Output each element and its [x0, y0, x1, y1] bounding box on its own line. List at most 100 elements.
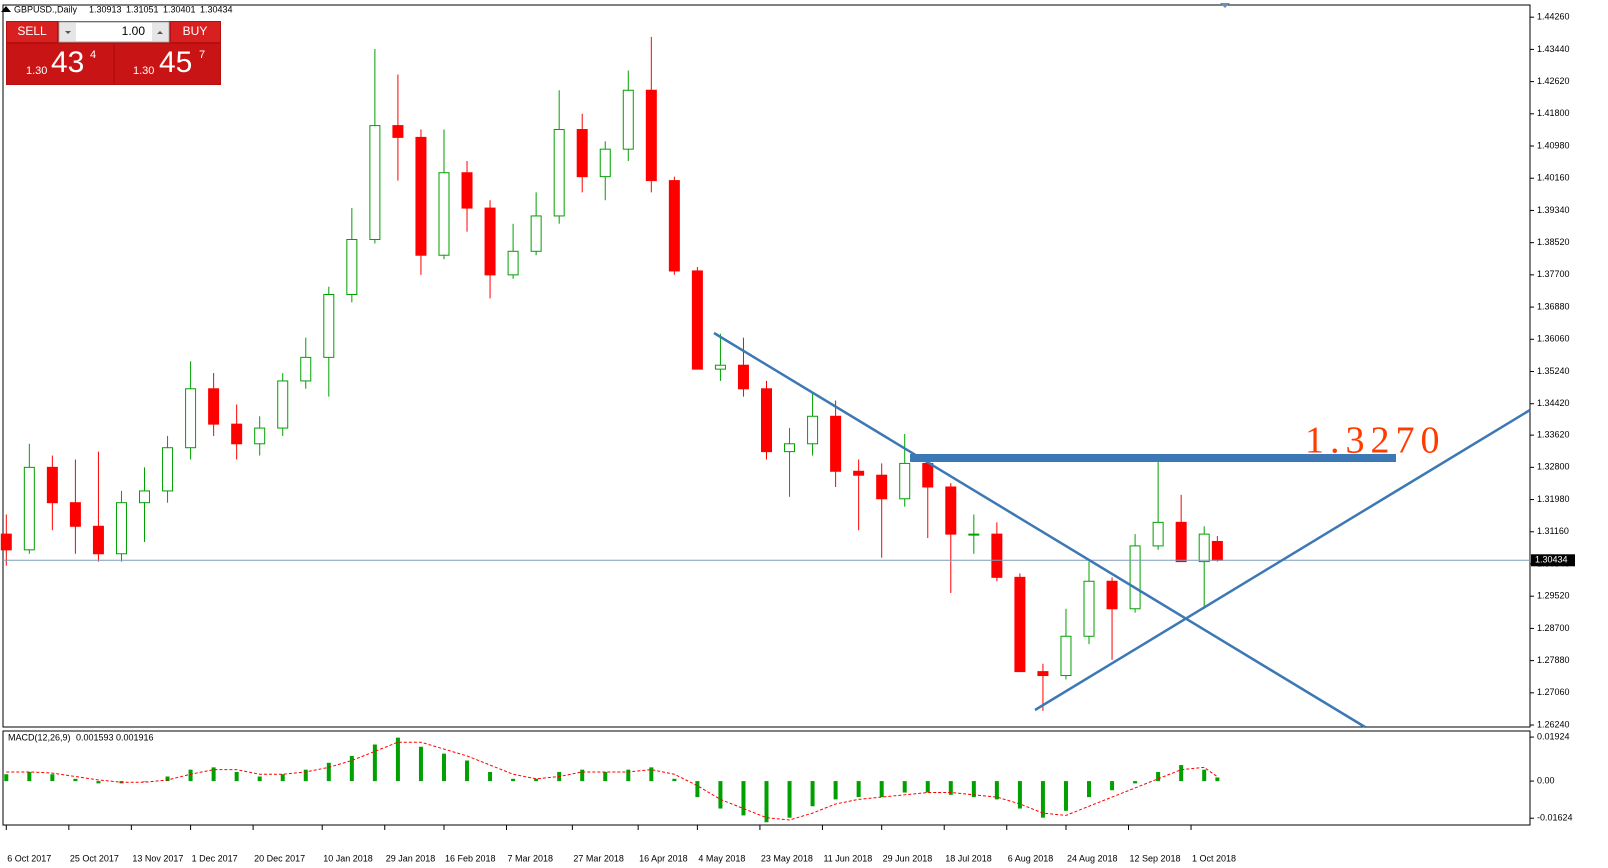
y-tick-label: 1.39340	[1537, 205, 1570, 215]
macd-bar	[418, 746, 423, 782]
sell-label[interactable]: SELL	[17, 24, 47, 38]
candle-body	[1060, 635, 1072, 677]
buy-label[interactable]: BUY	[183, 24, 208, 38]
lots-input[interactable]	[58, 21, 170, 43]
signal-line	[6, 741, 1218, 821]
y-tick-label: 1.35240	[1537, 366, 1570, 376]
candle-body	[1198, 533, 1210, 563]
macd-bar	[1087, 781, 1092, 798]
x-tick-label: 29 Jun 2018	[883, 853, 933, 863]
current-price-label: 1.30434	[1535, 555, 1568, 565]
macd-bar	[764, 781, 769, 823]
x-tick-label: 24 Aug 2018	[1067, 853, 1118, 863]
ask-small: 7	[199, 49, 205, 61]
marks: 1.44260 1.43440 1.42620 1.41800 1.40980 1.401…	[0, 12, 1575, 863]
candle-body	[1083, 580, 1095, 637]
macd-bar	[1133, 781, 1138, 784]
candle-body	[92, 525, 104, 555]
macd-bar	[27, 771, 32, 782]
candle-body	[185, 388, 197, 449]
bid-big: 43	[51, 46, 84, 79]
y-tick-label: 1.43440	[1537, 44, 1570, 54]
macd-bar	[257, 776, 262, 782]
candle-body	[761, 388, 772, 453]
x-tick-label: 25 Oct 2017	[70, 853, 119, 863]
x-tick-label: 6 Oct 2017	[7, 853, 51, 863]
x-tick-label: 23 May 2018	[761, 853, 813, 863]
macd-bar	[580, 769, 585, 782]
y-tick-label: 0.01924	[1537, 731, 1570, 741]
candle-body	[853, 470, 865, 476]
x-tick-label: 7 Mar 2018	[508, 853, 554, 863]
x-tick-label: 11 Jun 2018	[823, 853, 872, 863]
candle-body	[115, 502, 127, 555]
candle-body	[691, 270, 703, 370]
candle-body	[438, 172, 450, 256]
y-tick-label: 0.00	[1537, 775, 1555, 785]
macd-bar	[902, 781, 907, 793]
candle-body	[576, 129, 588, 178]
macd-bar	[488, 771, 493, 782]
lots-down-icon	[65, 31, 71, 34]
candle-body	[599, 148, 611, 178]
candle-body	[392, 125, 404, 138]
macd-bar	[73, 778, 78, 782]
candle-body	[830, 415, 842, 472]
candle-body	[1152, 521, 1164, 547]
symbol-icon	[1, 6, 11, 12]
macd-bar	[856, 781, 861, 798]
y-tick-label: 1.34420	[1537, 398, 1570, 408]
candle-body	[1014, 576, 1026, 673]
macd-bar	[718, 781, 723, 809]
y-tick-label: -0.01624	[1537, 813, 1573, 823]
candle-body	[968, 533, 980, 536]
x-tick-label: 1 Dec 2017	[192, 853, 238, 863]
candle-body	[277, 380, 289, 429]
candle-body	[876, 474, 888, 500]
header-low: 1.30401	[163, 4, 196, 14]
y-tick-label: 1.41800	[1537, 108, 1570, 118]
y-tick-label: 1.32800	[1537, 462, 1570, 472]
macd-bar	[971, 781, 976, 798]
candle-body	[1211, 540, 1223, 561]
x-tick-label: 16 Feb 2018	[445, 853, 496, 863]
shift-marker	[1220, 3, 1230, 8]
y-tick-label: 1.27060	[1537, 687, 1570, 697]
macd-bar	[303, 769, 308, 782]
buy-button[interactable]	[171, 22, 220, 42]
macd-bar	[695, 781, 700, 798]
candle-body	[1129, 545, 1141, 610]
y-tick-label: 1.33620	[1537, 430, 1570, 440]
downtrend-line	[713, 331, 1366, 729]
candle-body	[0, 533, 12, 551]
candle-body	[991, 533, 1003, 578]
macd-bar	[211, 767, 216, 782]
macd-bar	[349, 755, 354, 782]
macd-bar	[879, 781, 884, 798]
bid-box[interactable]	[7, 44, 113, 84]
macd-bar	[188, 769, 193, 782]
ask-box[interactable]	[115, 44, 220, 84]
sell-button[interactable]	[7, 22, 57, 42]
macd-bar	[326, 762, 331, 782]
candle-body	[461, 172, 473, 209]
candle-body	[369, 125, 381, 241]
x-tick-label: 6 Aug 2018	[1008, 853, 1054, 863]
candle-body	[530, 215, 542, 252]
candle-body	[323, 294, 335, 358]
candle-body	[1037, 671, 1049, 677]
lots-up-icon	[157, 31, 163, 34]
macd-title: MACD(12,26,9)	[8, 732, 71, 742]
macd-bar	[1202, 769, 1207, 782]
header-high: 1.31051	[126, 4, 159, 14]
x-tick-label: 4 May 2018	[698, 853, 745, 863]
y-tick-label: 1.27880	[1537, 655, 1570, 665]
level-annotation: 1.3270	[1305, 420, 1446, 462]
lots-value[interactable]: 1.00	[122, 24, 146, 38]
trendlines	[713, 331, 1531, 729]
candle-body	[737, 364, 749, 390]
x-tick-label: 1 Oct 2018	[1192, 853, 1236, 863]
macd-bar	[787, 781, 792, 818]
y-tick-label: 1.40980	[1537, 140, 1570, 150]
